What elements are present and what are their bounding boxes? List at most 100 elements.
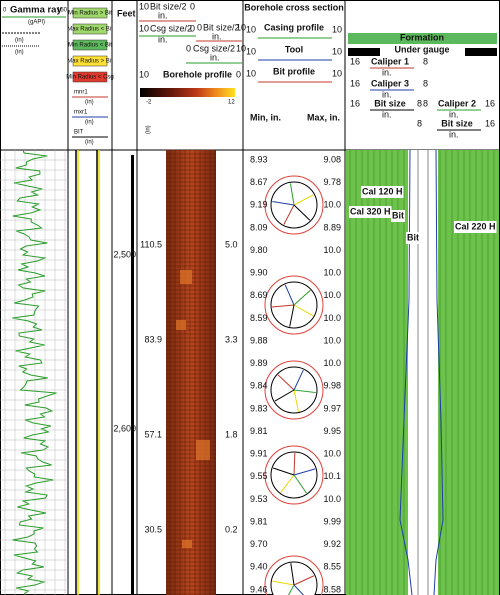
max-value: 10.0 bbox=[323, 313, 341, 323]
casing-bar bbox=[131, 155, 134, 595]
max-value: 8.89 bbox=[323, 222, 341, 232]
unit: (in) bbox=[15, 38, 24, 44]
curve-name: Caliper 3 bbox=[371, 78, 409, 88]
unit: in. bbox=[212, 31, 222, 41]
scale-right: 16 bbox=[485, 98, 495, 108]
curve-name: Caliper 2 bbox=[438, 98, 476, 108]
depth-label: 2,500 bbox=[113, 249, 136, 259]
radius bbox=[293, 468, 316, 476]
max-value: 10.1 bbox=[323, 471, 341, 481]
scale-left: 10 bbox=[139, 1, 149, 11]
radius bbox=[272, 580, 295, 586]
min-value: 9.80 bbox=[250, 245, 268, 255]
profile-value: 5.0 bbox=[225, 239, 238, 249]
depth-label: 2,600 bbox=[113, 423, 136, 433]
patch bbox=[182, 540, 192, 548]
annotation: Cal 120 H bbox=[362, 186, 403, 196]
scale-left: 8 bbox=[417, 118, 422, 128]
profile-value: 1.8 bbox=[225, 429, 238, 439]
legend-swatch bbox=[72, 39, 108, 51]
min-value: 8.67 bbox=[250, 177, 268, 187]
curve-name: Borehole profile bbox=[163, 69, 232, 79]
under-gauge-key bbox=[465, 48, 497, 56]
radius bbox=[280, 474, 295, 493]
scale-right: 10 bbox=[332, 24, 342, 34]
radius bbox=[289, 183, 295, 206]
annotation-box bbox=[349, 206, 392, 218]
max-value: 9.98 bbox=[323, 381, 341, 391]
min-value: 9.46 bbox=[250, 584, 268, 594]
curve-name: Bit size bbox=[374, 98, 406, 108]
legend-label: Max Radius > Bit bbox=[67, 59, 113, 65]
radius bbox=[293, 584, 305, 595]
min-value: 8.09 bbox=[250, 222, 268, 232]
column-label: Min, in. bbox=[250, 112, 281, 122]
min-value: 9.40 bbox=[250, 562, 268, 572]
radius bbox=[277, 374, 295, 391]
scale-left: 0 bbox=[197, 22, 202, 32]
annotation-box bbox=[391, 210, 405, 222]
min-value: 9.84 bbox=[250, 381, 268, 391]
cross-section-header: Borehole cross section Min, in. Max, in. bbox=[244, 2, 344, 122]
max-value: 10.0 bbox=[323, 200, 341, 210]
scale-max: 12 bbox=[228, 100, 235, 106]
unit: (gAPI) bbox=[28, 20, 45, 26]
unit: in. bbox=[210, 52, 220, 62]
radius bbox=[293, 194, 314, 206]
legend-swatch bbox=[72, 55, 108, 67]
scale-right: 8 bbox=[423, 98, 428, 108]
unit: in. bbox=[449, 129, 459, 139]
patch bbox=[196, 440, 210, 460]
annotation: Bit bbox=[392, 210, 404, 220]
scale-right: 10 bbox=[236, 22, 246, 32]
unit: in. bbox=[449, 109, 459, 119]
min-value: 8.59 bbox=[250, 313, 268, 323]
scale-right: 10 bbox=[332, 68, 342, 78]
curve-name: Bit size bbox=[441, 118, 473, 128]
profile-value: 110.5 bbox=[140, 239, 162, 249]
annotation-box bbox=[361, 186, 404, 198]
scale-left: 10 bbox=[246, 46, 256, 56]
radius bbox=[293, 289, 311, 306]
radius bbox=[283, 204, 295, 225]
scale-min: 0 bbox=[3, 8, 7, 14]
min-value: 9.70 bbox=[250, 539, 268, 549]
borehole bbox=[408, 150, 438, 595]
max-value: 9.99 bbox=[323, 516, 341, 526]
max-value: 8.55 bbox=[323, 562, 341, 572]
radius bbox=[293, 369, 304, 391]
max-value: 9.08 bbox=[323, 154, 341, 164]
min-value: 9.88 bbox=[250, 335, 268, 345]
radius bbox=[293, 474, 307, 494]
under-gauge-key bbox=[348, 48, 380, 56]
under-gauge-label: Under gauge bbox=[394, 44, 449, 54]
section-ring bbox=[264, 175, 324, 235]
annotation-box bbox=[454, 221, 497, 233]
annotation: Cal 320 H bbox=[350, 206, 391, 216]
scale-min: -2 bbox=[146, 100, 152, 106]
scale-left: 10 bbox=[246, 68, 256, 78]
unit: (in) bbox=[146, 125, 152, 134]
scale-left: 0 bbox=[186, 43, 191, 53]
curve-name: Tool bbox=[285, 44, 303, 54]
radius bbox=[289, 304, 295, 327]
max-value: 9.97 bbox=[323, 403, 341, 413]
section-ring bbox=[264, 275, 324, 335]
scale-right: 16 bbox=[485, 118, 495, 128]
max-value: 9.95 bbox=[323, 426, 341, 436]
annotation: Cal 220 H bbox=[455, 221, 496, 231]
max-value: 10.0 bbox=[323, 245, 341, 255]
patch bbox=[176, 320, 186, 330]
scale-left: 16 bbox=[350, 56, 360, 66]
unit: in. bbox=[158, 10, 168, 20]
curve-name: Bit size/2 bbox=[203, 22, 240, 32]
caliper-curve bbox=[399, 149, 413, 595]
min-value: 9.19 bbox=[250, 200, 268, 210]
formation-key bbox=[348, 33, 497, 44]
column-label: Max, in. bbox=[307, 112, 340, 122]
borehole-3d bbox=[166, 150, 216, 595]
scale-right: 8 bbox=[423, 56, 428, 66]
min-value: 9.81 bbox=[250, 516, 268, 526]
curve-name: Csg size/2 bbox=[150, 23, 192, 33]
profile-value: 0.2 bbox=[225, 524, 238, 534]
